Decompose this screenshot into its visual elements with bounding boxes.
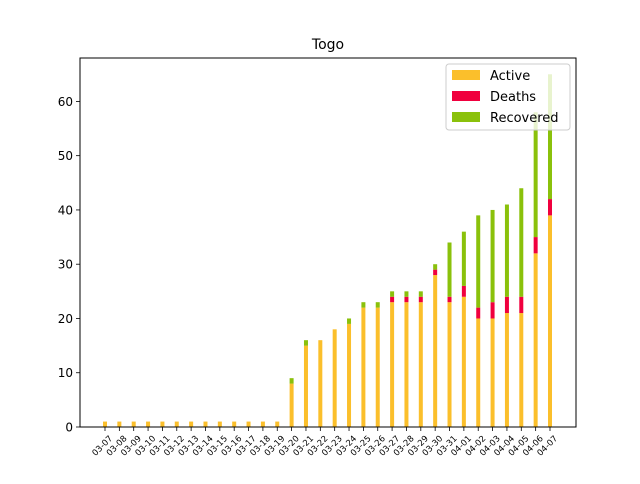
bar-recovered-03-27: [390, 291, 395, 297]
bar-active-03-17: [246, 421, 251, 427]
bar-active-04-05: [519, 313, 524, 427]
bar-active-03-25: [361, 307, 366, 427]
bar-recovered-03-24: [347, 318, 352, 324]
bar-recovered-04-07: [548, 74, 552, 200]
bar-deaths-03-28: [404, 296, 409, 303]
bar-active-03-23: [332, 329, 337, 427]
bar-active-03-07: [103, 421, 107, 427]
plot-frame: [79, 57, 577, 428]
bar-recovered-03-31: [447, 242, 452, 297]
bar-active-03-08: [117, 421, 122, 427]
legend-label-recovered: Recovered: [490, 111, 559, 126]
legend: Active Deaths Recovered: [445, 63, 571, 131]
bar-active-03-11: [160, 421, 165, 427]
bar-active-04-06: [533, 253, 538, 427]
bar-deaths-04-05: [519, 296, 524, 314]
y-axis: 0 10 20 30 40 50 60: [58, 95, 80, 435]
bar-deaths-03-27: [390, 296, 395, 303]
bar-active-03-19: [275, 421, 280, 427]
bar-recovered-03-30: [433, 264, 438, 270]
bar-recovered-03-20: [289, 378, 294, 384]
bar-deaths-04-01: [461, 285, 466, 297]
bar-active-04-02: [476, 318, 481, 427]
bar-active-03-30: [433, 275, 438, 427]
bar-active-03-27: [390, 302, 395, 427]
bar-recovered-03-28: [404, 291, 409, 297]
y-tick-label: 40: [58, 203, 73, 217]
bar-active-04-01: [461, 296, 466, 427]
bar-active-03-21: [303, 345, 308, 427]
bar-recovered-03-26: [375, 302, 380, 308]
bar-active-03-09: [131, 421, 136, 427]
legend-label-deaths: Deaths: [490, 90, 536, 105]
y-tick-label: 50: [58, 149, 73, 163]
bar-active-03-10: [146, 421, 151, 427]
bar-recovered-04-06: [533, 112, 538, 238]
y-tick-label: 20: [58, 312, 73, 326]
bar-deaths-03-31: [447, 296, 452, 303]
legend-swatch-deaths: [452, 91, 480, 101]
bar-active-03-18: [260, 421, 265, 427]
bar-recovered-04-01: [461, 231, 466, 286]
bar-recovered-03-29: [418, 291, 423, 297]
bar-active-03-28: [404, 302, 409, 427]
x-axis: 03-0703-0803-0903-1003-1103-1203-1303-14…: [91, 427, 560, 459]
legend-swatch-active: [452, 70, 480, 80]
legend-label-active: Active: [490, 69, 530, 84]
bar-active-03-31: [447, 302, 452, 427]
y-tick-label: 30: [58, 258, 73, 272]
bar-deaths-03-29: [418, 296, 423, 303]
bar-deaths-04-04: [504, 296, 509, 314]
bar-recovered-04-02: [476, 215, 481, 308]
bar-active-03-16: [232, 421, 237, 427]
bar-recovered-04-05: [519, 188, 524, 297]
bar-active-03-26: [375, 307, 380, 427]
bar-active-04-04: [504, 313, 509, 427]
bar-active-03-29: [418, 302, 423, 427]
chart-title: Togo: [311, 37, 344, 53]
y-tick-label: 0: [65, 421, 73, 435]
bar-recovered-03-21: [303, 340, 308, 346]
bar-deaths-04-02: [476, 307, 481, 319]
bar-deaths-04-06: [533, 237, 538, 254]
bar-deaths-04-07: [548, 199, 552, 216]
bar-active-03-20: [289, 383, 294, 427]
bar-recovered-04-03: [490, 209, 495, 303]
bar-active-03-15: [217, 421, 222, 427]
bar-active-03-22: [318, 340, 323, 427]
bar-active-03-13: [189, 421, 194, 427]
bar-active-03-14: [203, 421, 208, 427]
bar-recovered-03-25: [361, 302, 366, 308]
legend-swatch-recovered: [452, 112, 480, 122]
y-tick-label: 10: [58, 366, 73, 380]
y-tick-label: 60: [58, 95, 73, 109]
bar-active-04-03: [490, 318, 495, 427]
bar-active-03-24: [347, 323, 352, 427]
bar-deaths-04-03: [490, 302, 495, 319]
bar-recovered-04-04: [504, 204, 509, 297]
bar-active-03-12: [174, 421, 179, 427]
bars-layer: [103, 74, 552, 427]
bar-deaths-03-30: [433, 269, 438, 276]
bar-active-04-07: [548, 215, 552, 427]
